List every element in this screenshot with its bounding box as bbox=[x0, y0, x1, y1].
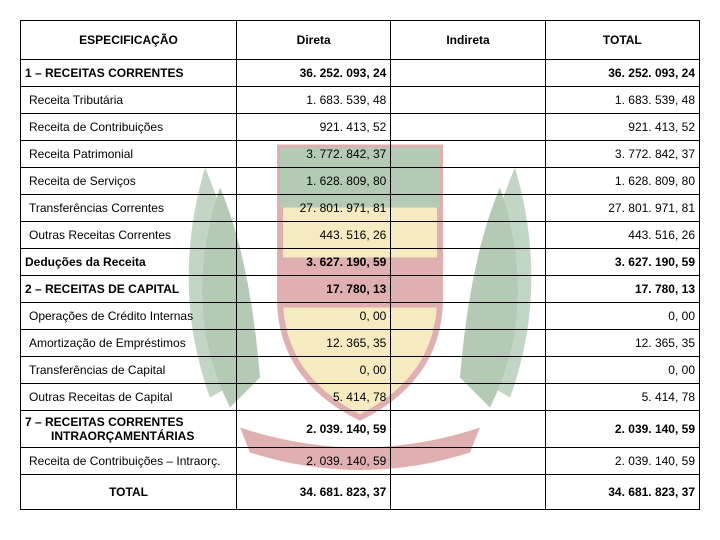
row-direta: 921. 413, 52 bbox=[237, 114, 391, 141]
row-direta: 27. 801. 971, 81 bbox=[237, 195, 391, 222]
row-total: 0, 00 bbox=[545, 357, 699, 384]
row-direta: 2. 039. 140, 59 bbox=[237, 448, 391, 475]
row-total: 5. 414, 78 bbox=[545, 384, 699, 411]
row-total: 2. 039. 140, 59 bbox=[545, 448, 699, 475]
total-label: TOTAL bbox=[21, 475, 237, 510]
row-label: Receita de Serviços bbox=[21, 168, 237, 195]
row-direta: 17. 780, 13 bbox=[237, 276, 391, 303]
row-indireta bbox=[391, 411, 545, 448]
table-row: Receita de Serviços1. 628. 809, 801. 628… bbox=[21, 168, 700, 195]
row-indireta bbox=[391, 303, 545, 330]
row-direta: 1. 683. 539, 48 bbox=[237, 87, 391, 114]
row-indireta bbox=[391, 60, 545, 87]
row-direta: 443. 516, 26 bbox=[237, 222, 391, 249]
row-total: 2. 039. 140, 59 bbox=[545, 411, 699, 448]
table-row: Receita de Contribuições – Intraorç.2. 0… bbox=[21, 448, 700, 475]
row-label: Receita de Contribuições bbox=[21, 114, 237, 141]
row-label: Receita Tributária bbox=[21, 87, 237, 114]
row-label: 2 – RECEITAS DE CAPITAL bbox=[21, 276, 237, 303]
row-total: 921. 413, 52 bbox=[545, 114, 699, 141]
row-label: 7 – RECEITAS CORRENTESINTRAORÇAMENTÁRIAS bbox=[21, 411, 237, 448]
row-indireta bbox=[391, 222, 545, 249]
table-row: Outras Receitas de Capital5. 414, 785. 4… bbox=[21, 384, 700, 411]
row-total: 17. 780, 13 bbox=[545, 276, 699, 303]
revenue-table-container: ESPECIFICAÇÃO Direta Indireta TOTAL 1 – … bbox=[20, 20, 700, 510]
row-label: Receita Patrimonial bbox=[21, 141, 237, 168]
row-total: 3. 772. 842, 37 bbox=[545, 141, 699, 168]
row-direta: 36. 252. 093, 24 bbox=[237, 60, 391, 87]
header-direta: Direta bbox=[237, 21, 391, 60]
row-label: 1 – RECEITAS CORRENTES bbox=[21, 60, 237, 87]
row-total: 0, 00 bbox=[545, 303, 699, 330]
table-row: Deduções da Receita3. 627. 190, 593. 627… bbox=[21, 249, 700, 276]
row-direta: 2. 039. 140, 59 bbox=[237, 411, 391, 448]
table-row: Receita Patrimonial3. 772. 842, 373. 772… bbox=[21, 141, 700, 168]
row-total: 36. 252. 093, 24 bbox=[545, 60, 699, 87]
table-row: 7 – RECEITAS CORRENTESINTRAORÇAMENTÁRIAS… bbox=[21, 411, 700, 448]
total-direta: 34. 681. 823, 37 bbox=[237, 475, 391, 510]
row-label: Outras Receitas Correntes bbox=[21, 222, 237, 249]
header-total: TOTAL bbox=[545, 21, 699, 60]
table-row: 2 – RECEITAS DE CAPITAL17. 780, 1317. 78… bbox=[21, 276, 700, 303]
row-indireta bbox=[391, 330, 545, 357]
row-total: 1. 628. 809, 80 bbox=[545, 168, 699, 195]
table-row: Amortização de Empréstimos12. 365, 3512.… bbox=[21, 330, 700, 357]
row-direta: 0, 00 bbox=[237, 303, 391, 330]
row-direta: 12. 365, 35 bbox=[237, 330, 391, 357]
row-total: 27. 801. 971, 81 bbox=[545, 195, 699, 222]
row-indireta bbox=[391, 141, 545, 168]
row-indireta bbox=[391, 448, 545, 475]
row-indireta bbox=[391, 195, 545, 222]
table-row: Receita de Contribuições921. 413, 52921.… bbox=[21, 114, 700, 141]
revenue-table: ESPECIFICAÇÃO Direta Indireta TOTAL 1 – … bbox=[20, 20, 700, 510]
row-total: 12. 365, 35 bbox=[545, 330, 699, 357]
row-indireta bbox=[391, 357, 545, 384]
row-direta: 3. 627. 190, 59 bbox=[237, 249, 391, 276]
table-header-row: ESPECIFICAÇÃO Direta Indireta TOTAL bbox=[21, 21, 700, 60]
row-direta: 3. 772. 842, 37 bbox=[237, 141, 391, 168]
row-total: 443. 516, 26 bbox=[545, 222, 699, 249]
row-total: 1. 683. 539, 48 bbox=[545, 87, 699, 114]
row-indireta bbox=[391, 384, 545, 411]
table-row: Receita Tributária1. 683. 539, 481. 683.… bbox=[21, 87, 700, 114]
table-row: Transferências Correntes27. 801. 971, 81… bbox=[21, 195, 700, 222]
row-label: Transferências de Capital bbox=[21, 357, 237, 384]
row-indireta bbox=[391, 276, 545, 303]
header-spec: ESPECIFICAÇÃO bbox=[21, 21, 237, 60]
row-label: Amortização de Empréstimos bbox=[21, 330, 237, 357]
total-total: 34. 681. 823, 37 bbox=[545, 475, 699, 510]
row-direta: 0, 00 bbox=[237, 357, 391, 384]
row-indireta bbox=[391, 249, 545, 276]
table-total-row: TOTAL34. 681. 823, 3734. 681. 823, 37 bbox=[21, 475, 700, 510]
row-label: Transferências Correntes bbox=[21, 195, 237, 222]
row-total: 3. 627. 190, 59 bbox=[545, 249, 699, 276]
row-label: Receita de Contribuições – Intraorç. bbox=[21, 448, 237, 475]
table-row: Transferências de Capital0, 000, 00 bbox=[21, 357, 700, 384]
row-direta: 1. 628. 809, 80 bbox=[237, 168, 391, 195]
row-indireta bbox=[391, 168, 545, 195]
row-direta: 5. 414, 78 bbox=[237, 384, 391, 411]
table-row: Operações de Crédito Internas0, 000, 00 bbox=[21, 303, 700, 330]
total-indireta bbox=[391, 475, 545, 510]
row-label: Operações de Crédito Internas bbox=[21, 303, 237, 330]
header-indireta: Indireta bbox=[391, 21, 545, 60]
table-row: Outras Receitas Correntes443. 516, 26443… bbox=[21, 222, 700, 249]
row-label: Deduções da Receita bbox=[21, 249, 237, 276]
table-row: 1 – RECEITAS CORRENTES36. 252. 093, 2436… bbox=[21, 60, 700, 87]
row-indireta bbox=[391, 114, 545, 141]
row-label: Outras Receitas de Capital bbox=[21, 384, 237, 411]
row-indireta bbox=[391, 87, 545, 114]
